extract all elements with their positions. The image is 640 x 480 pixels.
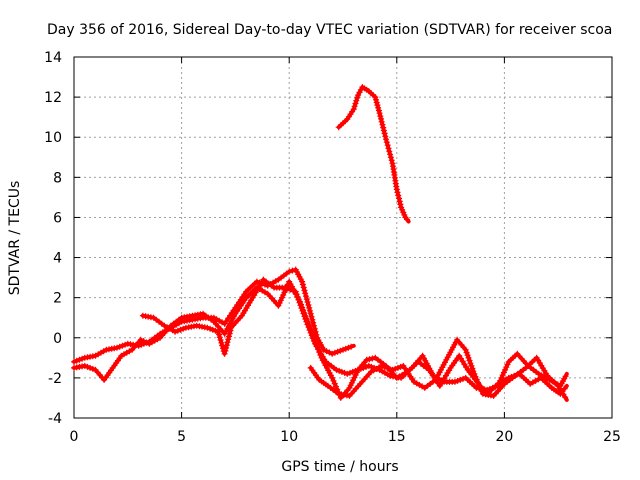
series-track-1 [71, 266, 356, 365]
series-markers [335, 84, 410, 223]
grid [74, 57, 612, 418]
x-axis-label: GPS time / hours [281, 459, 398, 475]
y-tick-label: 0 [53, 331, 62, 347]
series-markers [139, 276, 569, 393]
y-tick-label: -4 [48, 411, 62, 427]
y-tick-label: 14 [44, 50, 62, 66]
plot-frame [73, 56, 613, 419]
y-tick-label: 8 [53, 170, 62, 186]
y-tick-label: 12 [44, 90, 62, 106]
x-tick-label: 15 [388, 429, 406, 445]
x-tick-label: 25 [603, 429, 621, 445]
x-tick-label: 0 [70, 429, 79, 445]
y-tick-label: 2 [53, 291, 62, 307]
x-tick-label: 5 [177, 429, 186, 445]
x-tick-label: 10 [280, 429, 298, 445]
y-axis-label: SDTVAR / TECUs [7, 181, 23, 296]
series-track-5 [335, 84, 411, 224]
y-tick-label: -2 [48, 371, 62, 387]
series-layer [71, 84, 569, 402]
chart-title: Day 356 of 2016, Sidereal Day-to-day VTE… [47, 22, 612, 38]
x-tick-label: 20 [495, 429, 513, 445]
y-tick-label: 10 [44, 130, 62, 146]
series-track-4 [307, 336, 569, 402]
axes: 0 5 10 15 20 25 -4 -2 0 2 4 6 8 10 12 14 [44, 50, 621, 445]
y-tick-label: 6 [53, 210, 62, 226]
series-markers [307, 336, 569, 401]
y-tick-label: 4 [53, 251, 62, 267]
series-track-3 [139, 276, 569, 393]
